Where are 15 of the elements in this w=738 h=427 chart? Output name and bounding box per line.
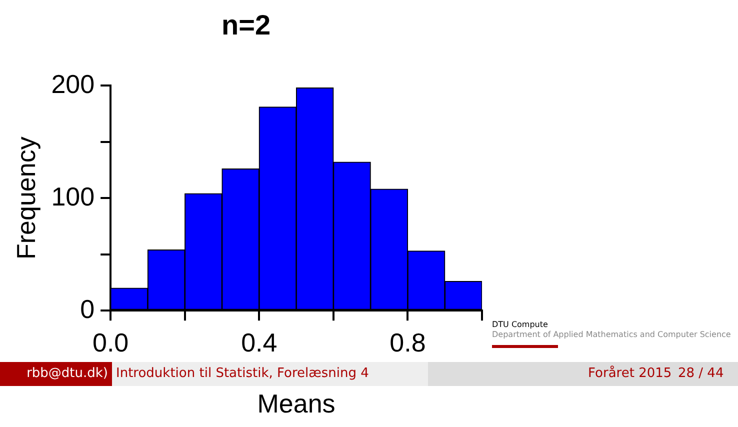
text: 28 / 44: [678, 365, 724, 383]
x-tick-label: 0.8: [390, 327, 426, 358]
x-tick-label: 0.0: [92, 327, 129, 358]
y-axis-title: Frequency: [10, 136, 41, 260]
chart-title: n=2: [221, 10, 271, 41]
text: rbb@dtu.dk): [0, 362, 112, 386]
text: Foråret 2015: [588, 364, 672, 383]
y-tick-label: 100: [51, 181, 95, 212]
x-axis-title: Means: [257, 388, 336, 419]
y-tick-label: 0: [80, 294, 95, 324]
text: Department of Applied Mathematics and Computer Science: [492, 330, 731, 340]
text: Introduktion til Statistik, Forelæsning 4: [112, 362, 432, 386]
x-tick-label: 0.4: [241, 327, 278, 358]
y-tick-label: 200: [51, 68, 95, 99]
text: DTU Compute: [492, 320, 549, 330]
